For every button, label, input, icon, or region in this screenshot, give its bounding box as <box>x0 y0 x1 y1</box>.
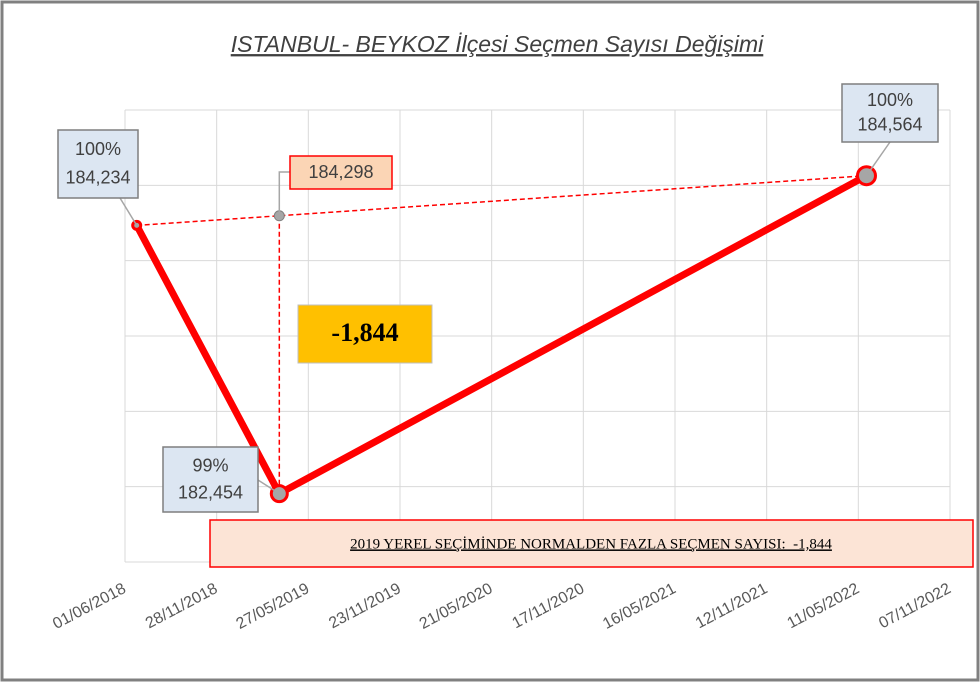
note-box <box>209 519 974 568</box>
data-label-value: 184,564 <box>857 115 922 135</box>
difference-box <box>297 304 433 364</box>
data-label-box <box>841 83 939 143</box>
reference-label-box <box>289 155 393 190</box>
data-label-box <box>57 129 139 199</box>
note-text: 2019 YEREL SEÇİMİNDE NORMALDEN FAZLA SEÇ… <box>350 536 832 552</box>
label-leader <box>257 479 280 495</box>
reference-label: 184,298 <box>308 162 373 182</box>
data-label-value: 182,454 <box>178 483 243 503</box>
label-leader <box>865 141 891 177</box>
data-label-value: 184,234 <box>65 168 130 188</box>
data-label-percent: 99% <box>192 455 228 475</box>
data-label-box <box>162 446 259 513</box>
data-label-percent: 100% <box>75 139 121 159</box>
data-label-percent: 100% <box>867 90 913 110</box>
chart-title: ISTANBUL- BEYKOZ İlçesi Seçmen Sayısı De… <box>231 31 764 57</box>
difference-label: -1,844 <box>331 318 398 347</box>
label-leader <box>119 197 138 226</box>
label-leader <box>278 171 290 216</box>
